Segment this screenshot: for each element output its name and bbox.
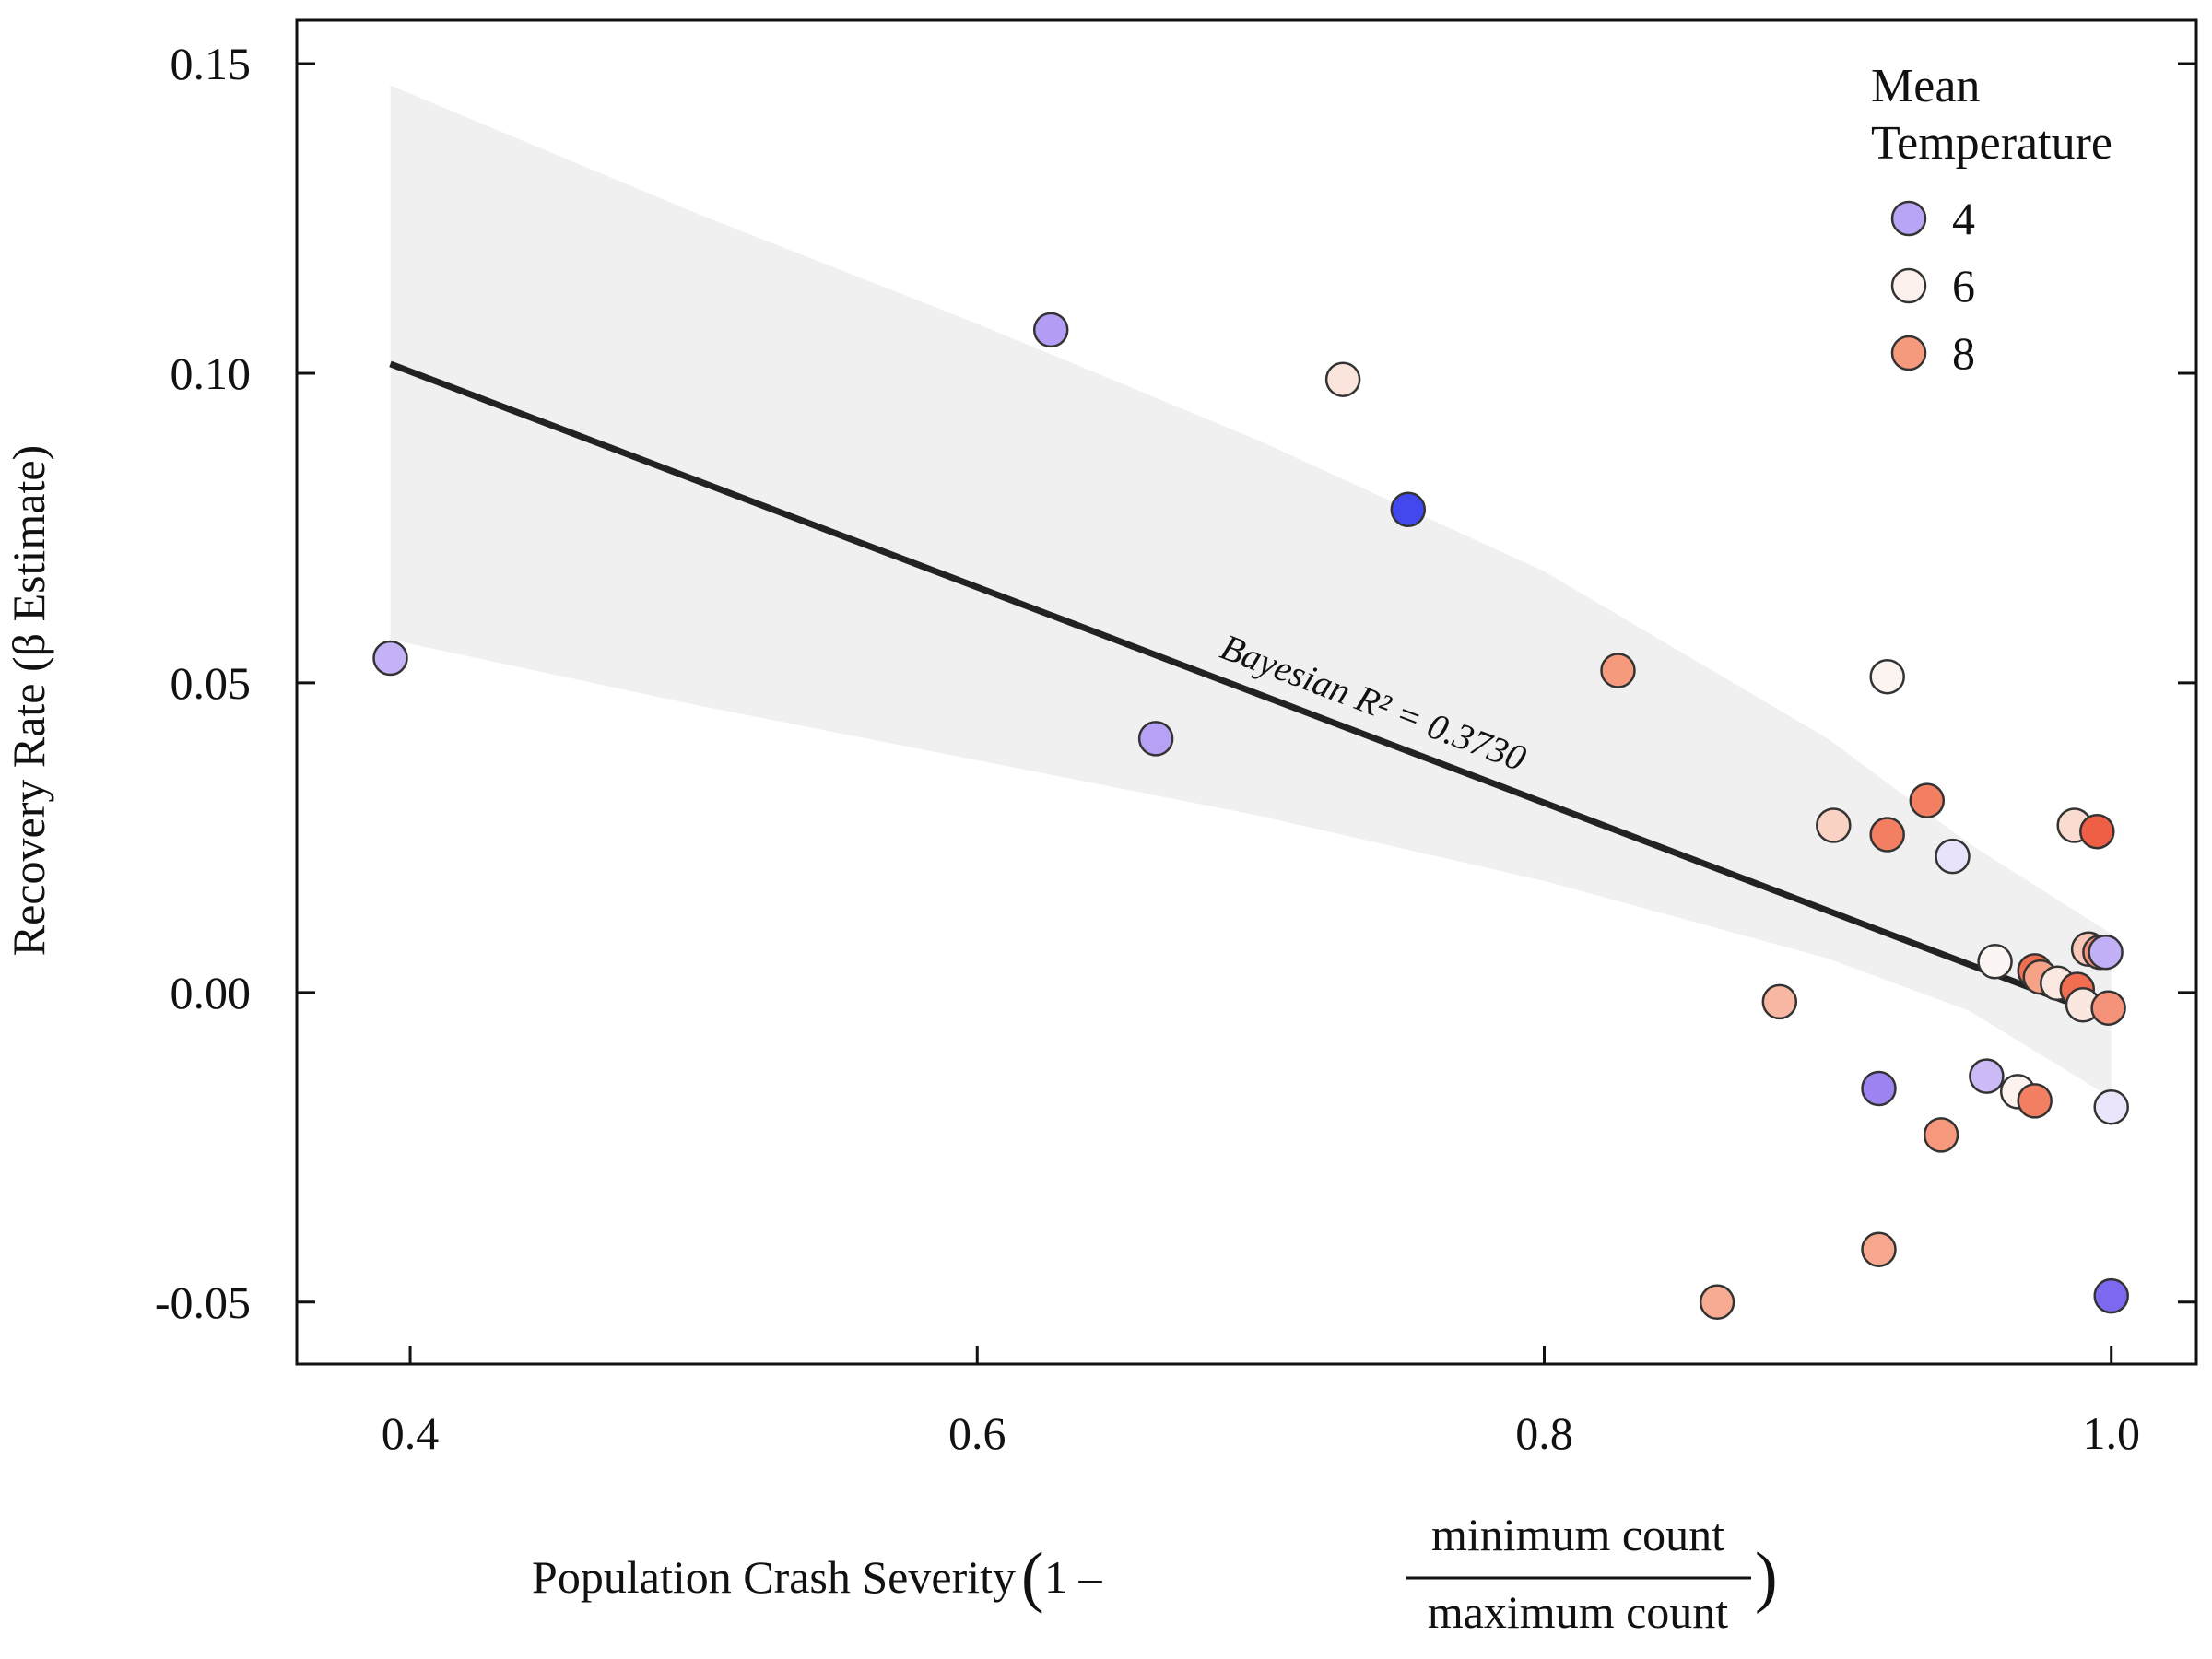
- data-point-13: [1869, 817, 1905, 853]
- data-point-11: [1861, 1231, 1897, 1267]
- x-axis-ticks: 0.4 0.6 0.8 1.0: [382, 1346, 2140, 1459]
- legend-label: 4: [1952, 193, 1975, 244]
- x-axis-title-prefix: Population Crash Severity: [532, 1551, 1016, 1603]
- confidence-band-layer: [390, 85, 2112, 1099]
- legend-label: 6: [1952, 260, 1975, 312]
- data-point-28: [2079, 813, 2115, 850]
- data-point-14: [1909, 782, 1946, 818]
- x-tick-label: 0.8: [1515, 1407, 1573, 1459]
- data-point-9: [1816, 807, 1852, 843]
- data-point-15: [1923, 1117, 1959, 1153]
- x-axis-title-denominator: maximum count: [1428, 1586, 1728, 1638]
- x-axis-title-close-paren: ): [1755, 1539, 1778, 1615]
- regression-line: [389, 360, 2112, 1022]
- data-point-2: [1032, 312, 1069, 348]
- legend-swatch: [1890, 267, 1927, 304]
- data-point-12: [1869, 658, 1905, 695]
- y-tick-label: 0.15: [171, 38, 252, 89]
- data-point-10: [1861, 1070, 1897, 1107]
- data-point-33: [2093, 1277, 2129, 1314]
- legend-items: 4 6 8: [1890, 193, 1975, 379]
- legend-title-line-1: Mean: [1871, 60, 1980, 112]
- legend-swatch: [1890, 335, 1927, 371]
- regression-line-layer: [389, 360, 2112, 1022]
- data-point-30: [2088, 934, 2124, 971]
- data-point-18: [1977, 944, 2013, 980]
- legend-label: 8: [1952, 327, 1975, 379]
- y-tick-label: 0.05: [171, 657, 252, 709]
- x-axis-title: Population Crash Severity ( 1 – minimum …: [532, 1509, 1778, 1638]
- x-tick-label: 0.6: [948, 1407, 1006, 1459]
- plot-frame: [295, 18, 2198, 1366]
- confidence-band: [390, 85, 2112, 1099]
- y-tick-label: 0.10: [171, 347, 252, 399]
- y-axis-ticks: 0.15 0.10 0.05 0.00 -0.05: [155, 38, 2196, 1328]
- x-axis-title-numerator: minimum count: [1431, 1509, 1724, 1560]
- legend: Mean Temperature 4 6 8: [1871, 60, 2112, 379]
- x-tick-label: 0.4: [382, 1407, 440, 1459]
- data-point-4: [1324, 361, 1361, 397]
- y-tick-label: 0.00: [171, 967, 252, 1018]
- x-axis-title-open-paren: (: [1021, 1539, 1044, 1615]
- data-point-16: [1935, 838, 1971, 875]
- legend-swatch: [1890, 200, 1927, 237]
- data-point-1: [372, 640, 408, 677]
- y-tick-label: -0.05: [155, 1277, 251, 1328]
- data-point-6: [1600, 653, 1636, 688]
- data-point-20: [2017, 1083, 2053, 1119]
- x-axis-title-one-minus: 1 –: [1044, 1551, 1103, 1603]
- data-point-5: [1390, 491, 1427, 528]
- data-point-31: [2090, 990, 2126, 1026]
- data-point-17: [1969, 1058, 2005, 1094]
- legend-title-line-2: Temperature: [1871, 117, 2112, 170]
- data-point-8: [1761, 983, 1798, 1020]
- data-points-layer: [372, 312, 2129, 1321]
- data-point-7: [1699, 1284, 1735, 1321]
- axes-layer: [295, 18, 2198, 1366]
- data-point-3: [1137, 721, 1174, 757]
- x-tick-label: 1.0: [2082, 1407, 2140, 1459]
- y-axis-title: Recovery Rate (β Estimate): [3, 445, 54, 956]
- data-point-32: [2093, 1088, 2129, 1125]
